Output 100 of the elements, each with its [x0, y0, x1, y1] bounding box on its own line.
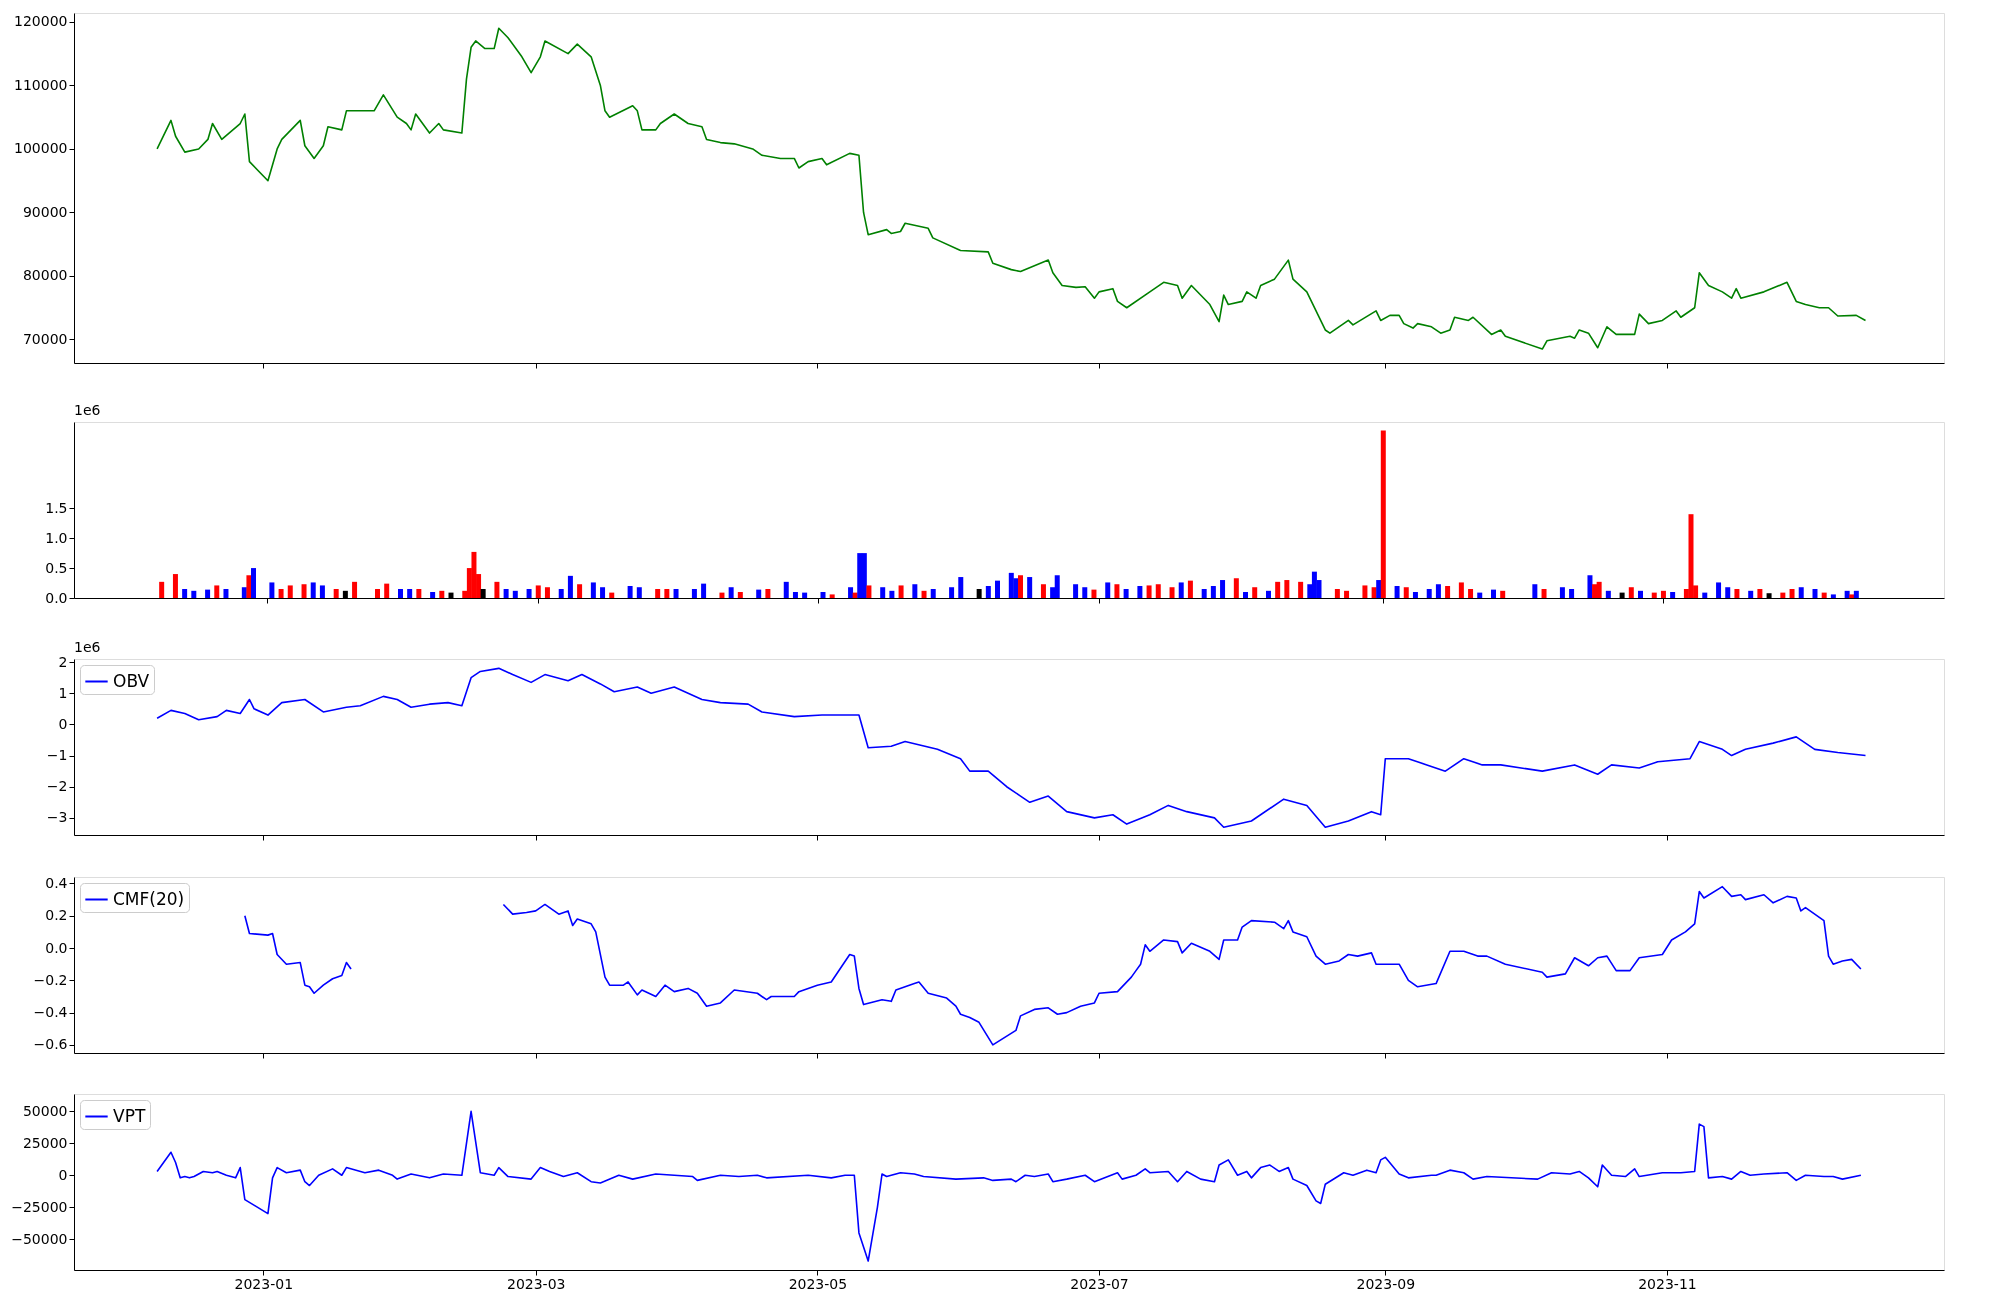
y-tick-label: 80000 — [22, 267, 68, 284]
bar — [319, 585, 325, 598]
bar — [664, 589, 670, 598]
bar — [930, 589, 936, 598]
bar — [857, 553, 863, 598]
y-tick-label: −50000 — [11, 1230, 68, 1247]
bar — [1210, 586, 1216, 598]
bar — [1702, 592, 1708, 598]
bar — [384, 583, 390, 598]
line-series — [156, 27, 1867, 350]
bar — [1082, 587, 1088, 598]
bar — [829, 594, 835, 598]
bar — [577, 584, 583, 598]
bar — [526, 589, 532, 598]
y-tick-label: 1.5 — [45, 499, 68, 516]
bar — [848, 587, 854, 598]
bar — [535, 585, 541, 598]
bar — [1403, 587, 1409, 598]
bar — [375, 589, 381, 598]
bar — [1734, 589, 1740, 598]
bar — [1780, 592, 1786, 598]
bar — [691, 589, 697, 598]
bar — [223, 589, 229, 598]
bar — [802, 592, 808, 598]
bar — [251, 568, 257, 598]
bar — [1435, 584, 1441, 598]
bar — [512, 590, 518, 598]
y-tick-label: 90000 — [22, 203, 68, 220]
bar — [1252, 587, 1258, 598]
legend-label: CMF(20) — [113, 888, 185, 909]
bar — [1275, 581, 1281, 598]
bar — [1426, 589, 1432, 598]
bar — [912, 584, 918, 598]
bar — [1605, 590, 1611, 598]
bar — [1798, 587, 1804, 598]
bar — [1201, 589, 1207, 598]
y-tick-label: 70000 — [22, 331, 68, 347]
bar — [995, 580, 1001, 598]
bar — [1757, 589, 1763, 598]
bar — [1380, 430, 1386, 598]
bar — [301, 584, 307, 598]
bar — [1155, 584, 1161, 598]
y-tick-label: −25000 — [11, 1198, 68, 1215]
bar — [1027, 577, 1033, 598]
bar — [756, 589, 762, 598]
bar — [1220, 580, 1226, 598]
text: 1e6 — [74, 639, 101, 655]
y-tick-label: 120000 — [14, 13, 68, 30]
y-tick-label: 0.0 — [45, 589, 68, 606]
line-series — [156, 667, 1867, 829]
bar — [590, 582, 596, 598]
y-tick-label: 2 — [58, 653, 68, 670]
bar — [310, 582, 316, 598]
legend-label: OBV — [113, 670, 150, 691]
y-tick-label: 50000 — [22, 1102, 68, 1119]
x-tick-label: 2023-07 — [1070, 1275, 1129, 1292]
bar — [1054, 575, 1060, 598]
x-tick-label: 2023-01 — [234, 1275, 294, 1292]
bar — [655, 589, 661, 598]
bar — [246, 575, 252, 598]
bar — [765, 589, 771, 598]
bar — [1748, 590, 1754, 598]
y-tick-label: 110000 — [14, 76, 68, 93]
bar — [1243, 592, 1249, 598]
y-tick-label: 0 — [58, 715, 68, 732]
bar — [1114, 584, 1120, 598]
y-tick-label: −0.4 — [33, 1004, 68, 1021]
bar — [503, 589, 509, 598]
bar — [1468, 589, 1474, 598]
bar — [191, 590, 197, 598]
bar — [430, 592, 436, 598]
bar — [792, 592, 798, 598]
bar — [1284, 580, 1290, 598]
bar — [172, 574, 178, 598]
bar — [1592, 584, 1598, 598]
bar — [1789, 589, 1795, 598]
bar — [861, 553, 867, 598]
bar — [1532, 584, 1538, 598]
bar — [1178, 582, 1184, 598]
bar — [889, 590, 895, 598]
bar — [1628, 587, 1634, 598]
bar — [1821, 592, 1827, 598]
bar — [333, 589, 339, 598]
bar — [1660, 590, 1666, 598]
bar — [866, 585, 872, 598]
bar — [1812, 589, 1818, 598]
bar — [1569, 589, 1575, 598]
bar — [880, 587, 886, 598]
bar — [1458, 582, 1464, 598]
bar — [1541, 589, 1547, 598]
y-tick-label: 0.2 — [45, 907, 68, 924]
x-tick-label: 2023-03 — [506, 1275, 566, 1292]
bar — [728, 587, 734, 598]
bar — [416, 589, 422, 598]
y-tick-label: −3 — [46, 809, 68, 826]
bar — [1265, 590, 1271, 598]
bar — [1298, 581, 1304, 598]
bar — [898, 585, 904, 598]
bar — [737, 592, 743, 598]
bar — [921, 590, 927, 598]
